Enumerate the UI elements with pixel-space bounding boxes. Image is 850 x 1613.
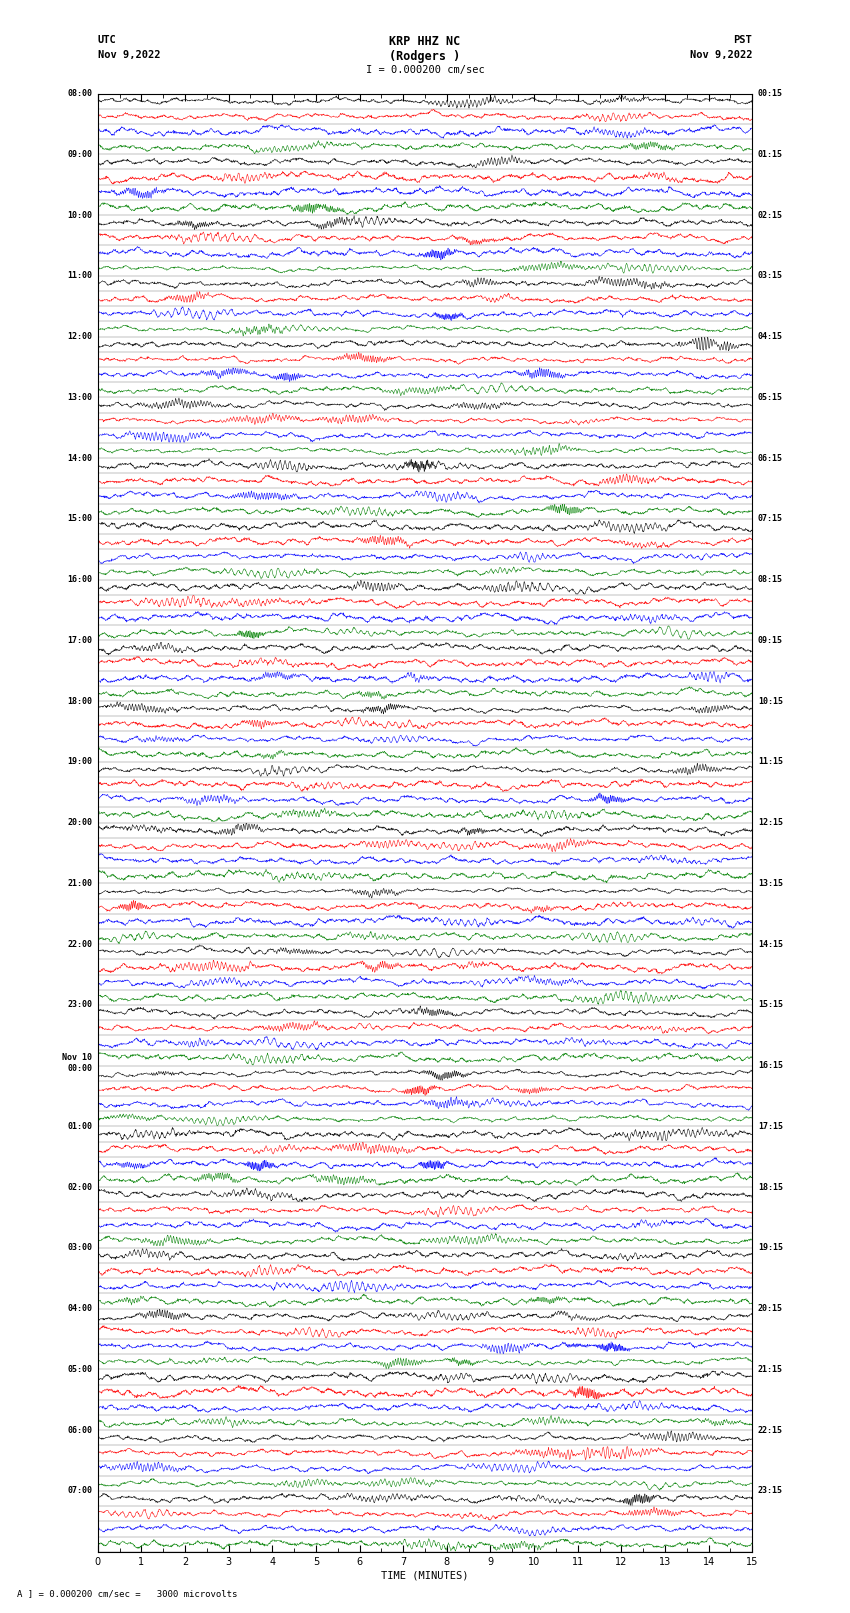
Text: 08:00: 08:00 — [67, 89, 92, 98]
Text: 02:15: 02:15 — [758, 211, 783, 219]
Text: 18:15: 18:15 — [758, 1182, 783, 1192]
Text: Nov 9,2022: Nov 9,2022 — [98, 50, 161, 60]
Text: 14:15: 14:15 — [758, 940, 783, 948]
Text: 06:15: 06:15 — [758, 453, 783, 463]
Text: 11:00: 11:00 — [67, 271, 92, 281]
Text: 06:00: 06:00 — [67, 1426, 92, 1434]
Text: 16:00: 16:00 — [67, 576, 92, 584]
Text: 05:00: 05:00 — [67, 1365, 92, 1374]
Text: 03:00: 03:00 — [67, 1244, 92, 1252]
Text: Nov 9,2022: Nov 9,2022 — [689, 50, 752, 60]
Text: (Rodgers ): (Rodgers ) — [389, 50, 461, 63]
Text: 13:00: 13:00 — [67, 394, 92, 402]
Text: 01:15: 01:15 — [758, 150, 783, 158]
X-axis label: TIME (MINUTES): TIME (MINUTES) — [382, 1571, 468, 1581]
Text: 05:15: 05:15 — [758, 394, 783, 402]
Text: A ] = 0.000200 cm/sec =   3000 microvolts: A ] = 0.000200 cm/sec = 3000 microvolts — [17, 1589, 237, 1598]
Text: 22:00: 22:00 — [67, 940, 92, 948]
Text: 15:00: 15:00 — [67, 515, 92, 523]
Text: 19:15: 19:15 — [758, 1244, 783, 1252]
Text: 09:00: 09:00 — [67, 150, 92, 158]
Text: 17:15: 17:15 — [758, 1123, 783, 1131]
Text: 16:15: 16:15 — [758, 1061, 783, 1069]
Text: 23:15: 23:15 — [758, 1487, 783, 1495]
Text: 10:00: 10:00 — [67, 211, 92, 219]
Text: 20:00: 20:00 — [67, 818, 92, 827]
Text: 20:15: 20:15 — [758, 1305, 783, 1313]
Text: 02:00: 02:00 — [67, 1182, 92, 1192]
Text: 13:15: 13:15 — [758, 879, 783, 887]
Text: 11:15: 11:15 — [758, 758, 783, 766]
Text: Nov 10: Nov 10 — [62, 1053, 92, 1061]
Text: 00:15: 00:15 — [758, 89, 783, 98]
Text: 01:00: 01:00 — [67, 1123, 92, 1131]
Text: KRP HHZ NC: KRP HHZ NC — [389, 35, 461, 48]
Text: 07:15: 07:15 — [758, 515, 783, 523]
Text: PST: PST — [734, 35, 752, 45]
Text: 00:00: 00:00 — [67, 1065, 92, 1073]
Text: UTC: UTC — [98, 35, 116, 45]
Text: 14:00: 14:00 — [67, 453, 92, 463]
Text: 04:00: 04:00 — [67, 1305, 92, 1313]
Text: 21:00: 21:00 — [67, 879, 92, 887]
Text: 10:15: 10:15 — [758, 697, 783, 705]
Text: 21:15: 21:15 — [758, 1365, 783, 1374]
Text: 17:00: 17:00 — [67, 636, 92, 645]
Text: 22:15: 22:15 — [758, 1426, 783, 1434]
Text: 07:00: 07:00 — [67, 1487, 92, 1495]
Text: 15:15: 15:15 — [758, 1000, 783, 1010]
Text: 04:15: 04:15 — [758, 332, 783, 340]
Text: 09:15: 09:15 — [758, 636, 783, 645]
Text: I = 0.000200 cm/sec: I = 0.000200 cm/sec — [366, 65, 484, 74]
Text: 08:15: 08:15 — [758, 576, 783, 584]
Text: 12:00: 12:00 — [67, 332, 92, 340]
Text: 03:15: 03:15 — [758, 271, 783, 281]
Text: 18:00: 18:00 — [67, 697, 92, 705]
Text: 12:15: 12:15 — [758, 818, 783, 827]
Text: 19:00: 19:00 — [67, 758, 92, 766]
Text: 23:00: 23:00 — [67, 1000, 92, 1010]
